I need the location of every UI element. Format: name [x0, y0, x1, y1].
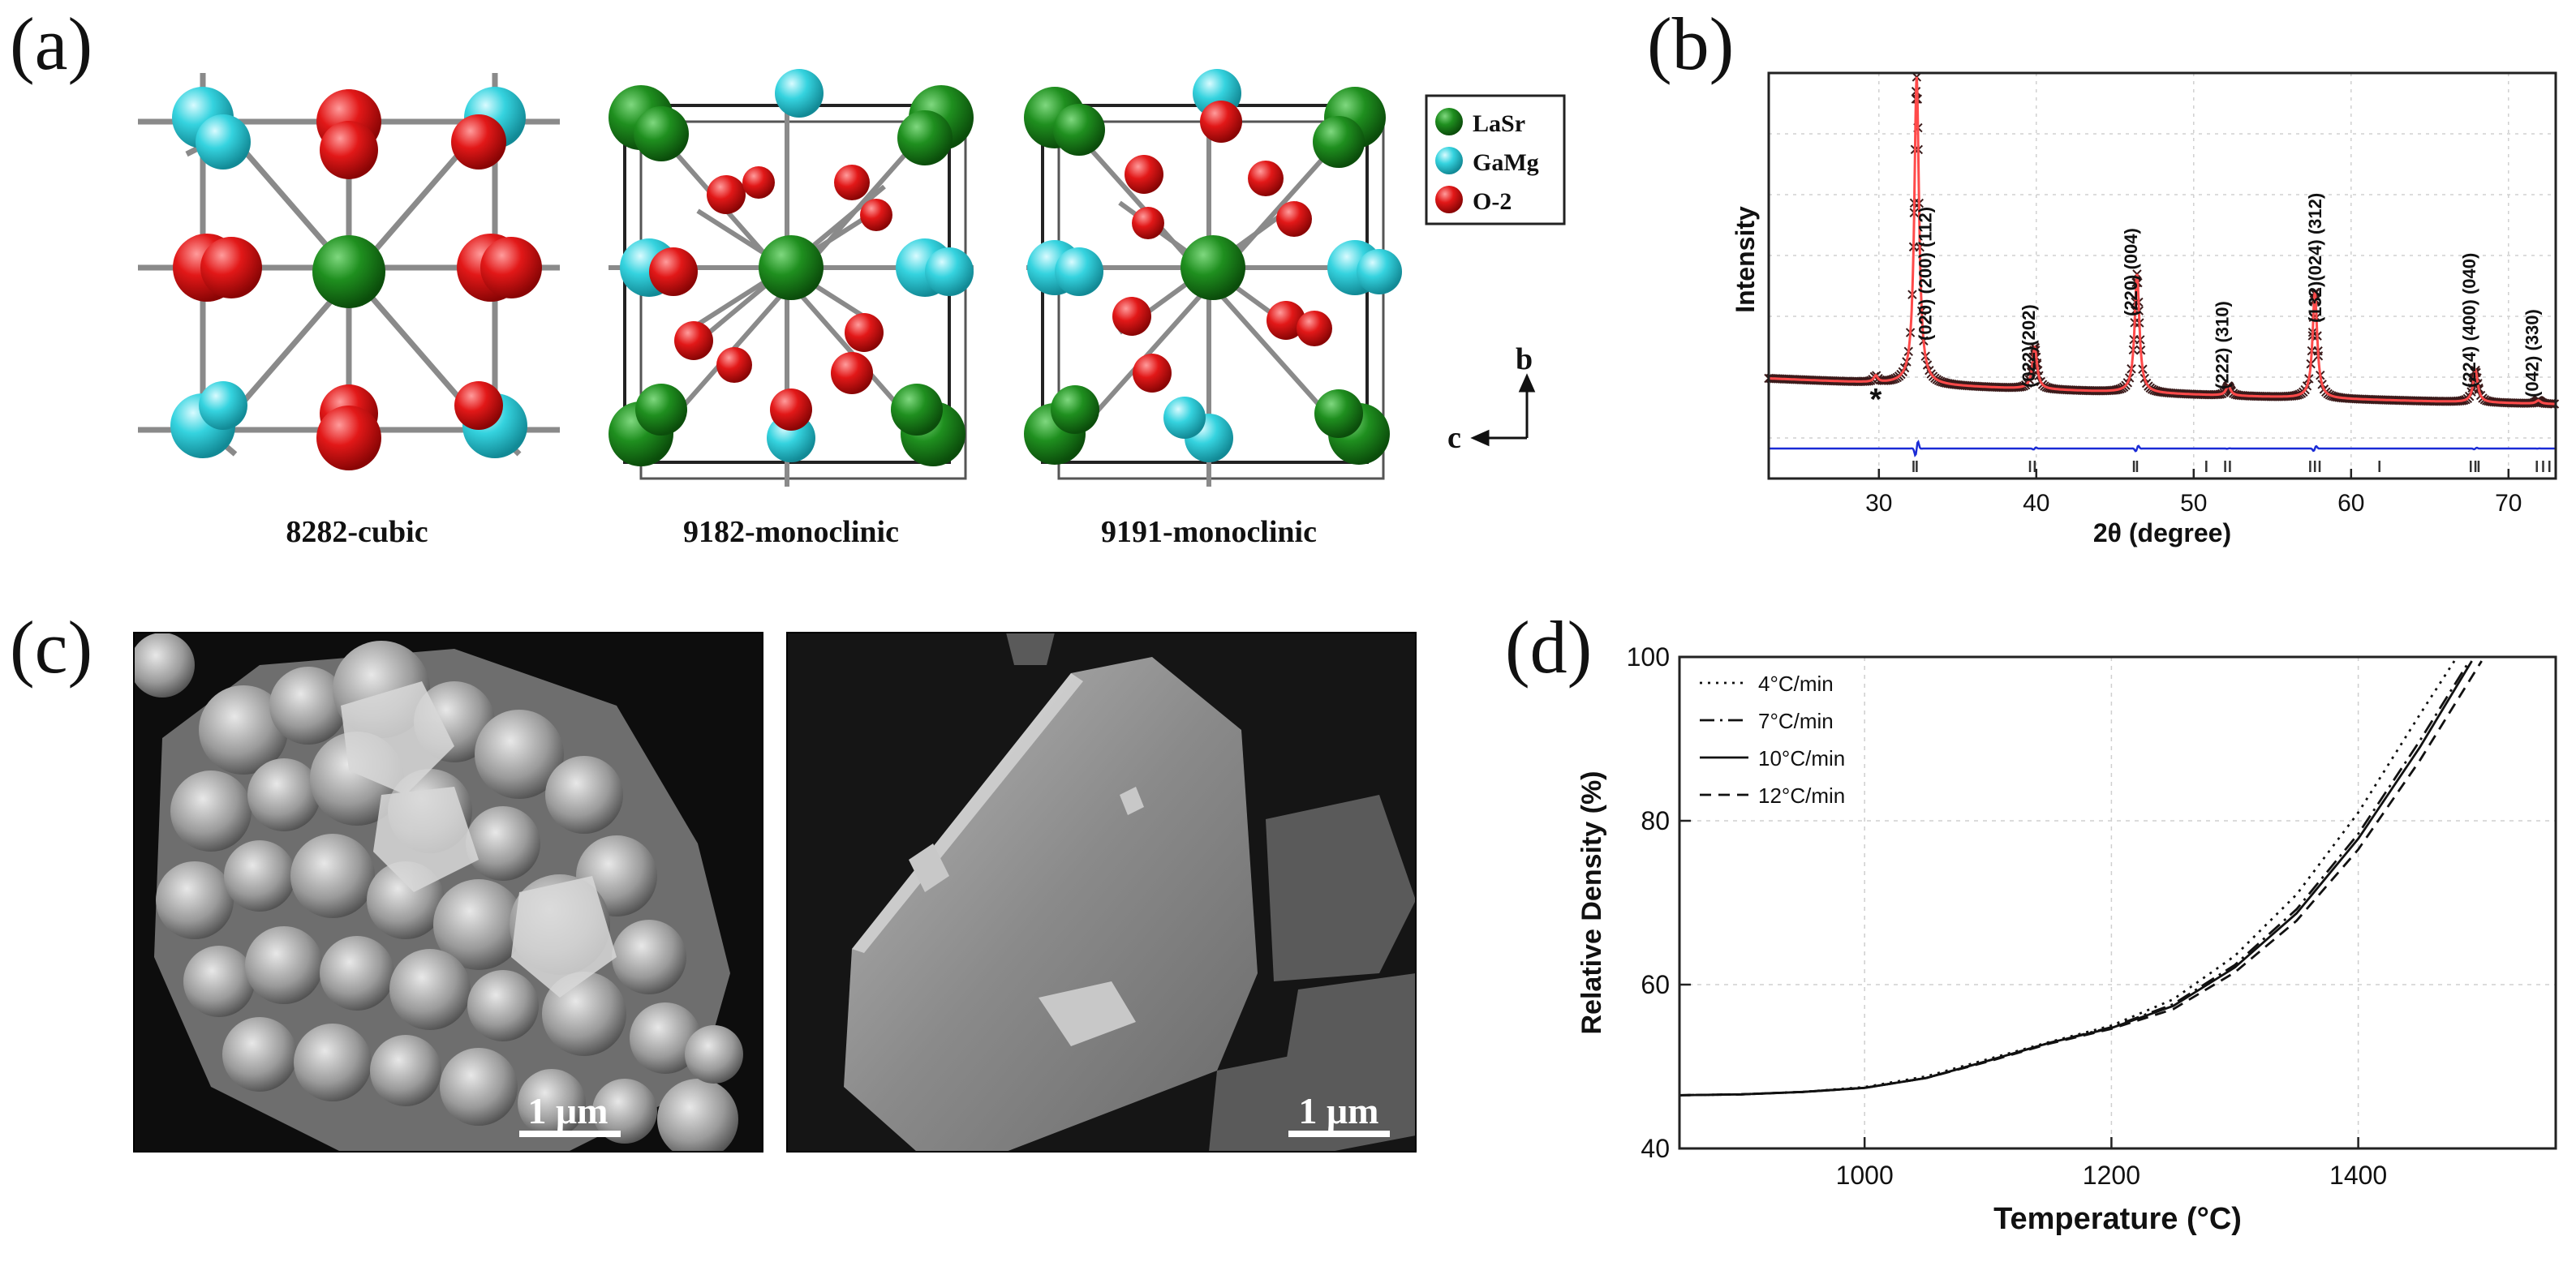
- xrd-impurity-star: *: [1870, 383, 1882, 417]
- sem-scale-bar-1: [519, 1131, 621, 1137]
- density-ticks: 1000 1200 1400 40 60 80 100: [1627, 642, 2388, 1190]
- atoms-8282-cubic: [170, 87, 542, 470]
- sem-image-powder: [134, 633, 763, 1152]
- densification-chart: 1000 1200 1400 40 60 80 100 4°C/min 7°C/min 10°C…: [1576, 642, 2557, 1236]
- density-legend-label: 7°C/min: [1758, 709, 1834, 733]
- sem-scale-bar-label-2: 1 μm: [1299, 1090, 1379, 1131]
- density-y-tick-label: 60: [1641, 970, 1670, 999]
- xrd-peak-labels: (020) (200) (112) (022)(202) (220) (004) (2…: [1915, 193, 2542, 397]
- panel-label-a: (a): [10, 2, 93, 85]
- axis-label-c: c: [1447, 421, 1461, 455]
- xrd-peak-label: (222) (310): [2213, 301, 2233, 389]
- xrd-x-tick-label: 50: [2180, 490, 2207, 517]
- density-x-tick-label: 1400: [2329, 1161, 2387, 1190]
- density-xlabel: Temperature (°C): [1993, 1202, 2242, 1236]
- xrd-observed-markers: [1764, 72, 2560, 409]
- sem-images: 1 μm 1 μm: [133, 632, 1417, 1153]
- density-y-tick-label: 80: [1641, 806, 1670, 835]
- density-legend-label: 12°C/min: [1758, 783, 1845, 808]
- caption-8282-cubic: 8282-cubic: [286, 515, 428, 549]
- density-x-tick-label: 1200: [2083, 1161, 2140, 1190]
- xrd-peak-label: (020) (200) (112): [1915, 207, 1935, 341]
- legend-label-o2: O-2: [1473, 188, 1512, 215]
- xrd-plot-frame: [1767, 71, 2557, 480]
- legend-label-lasr: LaSr: [1473, 110, 1525, 137]
- atoms-9182-monoclinic: [609, 69, 974, 466]
- xrd-peak-label: (224) (400) (040): [2459, 253, 2479, 388]
- density-series-line: [1679, 656, 2458, 1097]
- legend-label-gamg: GaMg: [1473, 149, 1539, 176]
- density-series: [1679, 656, 2483, 1097]
- xrd-xlabel: 2θ (degree): [2093, 518, 2231, 547]
- density-legend-label: 4°C/min: [1758, 672, 1834, 696]
- caption-9191-monoclinic: 9191-monoclinic: [1101, 515, 1317, 549]
- panel-label-b: (b): [1647, 2, 1735, 85]
- panel-label-d: (d): [1505, 606, 1593, 689]
- caption-9182-monoclinic: 9182-monoclinic: [683, 515, 899, 549]
- atom-legend: LaSr GaMg O-2: [1425, 94, 1566, 225]
- density-legend: 4°C/min 7°C/min 10°C/min 12°C/min: [1700, 672, 1845, 808]
- xrd-peak-label: (022)(202): [2019, 304, 2039, 388]
- sem-scale-bar-label-1: 1 μm: [528, 1090, 609, 1131]
- xrd-x-tick-label: 40: [2023, 490, 2049, 517]
- xrd-calculated-curve: [1769, 76, 2556, 406]
- legend-swatch-lasr: [1435, 108, 1463, 135]
- xrd-peak-label: (220) (004): [2121, 228, 2141, 316]
- xrd-peak-label: (042) (330): [2522, 309, 2543, 397]
- xrd-pattern-chart: 30 40 50 60 70 (020) (200) (112) (022)(202) (2…: [1731, 71, 2560, 547]
- sem-image-powder-frame: [133, 632, 763, 1153]
- xrd-x-tick-label: 30: [1865, 490, 1892, 517]
- crystal-structures-figure: 8282-cubic 9182-monoclinic: [138, 69, 1566, 549]
- axis-indicator: [1470, 373, 1536, 447]
- xrd-ylabel: Intensity: [1731, 206, 1760, 313]
- xrd-x-tick-label: 70: [2495, 490, 2522, 517]
- sem-image-plate-frame: [786, 632, 1417, 1153]
- atoms-9191-monoclinic: [1024, 69, 1402, 465]
- xrd-difference-curve: [1769, 440, 2556, 457]
- sem-scale-bar-2: [1288, 1131, 1390, 1137]
- density-x-tick-label: 1000: [1836, 1161, 1894, 1190]
- legend-swatch-gamg: [1435, 147, 1463, 174]
- xrd-bragg-ticks: [1912, 461, 2551, 472]
- density-ylabel: Relative Density (%): [1576, 771, 1607, 1035]
- sem-image-plate: [787, 633, 1416, 1152]
- legend-swatch-o2: [1435, 186, 1463, 213]
- xrd-peak-label: (132)(024) (312): [2305, 193, 2325, 323]
- density-plot-frame: [1678, 655, 2557, 1150]
- panel-label-c: (c): [10, 606, 93, 689]
- axis-label-b: b: [1516, 342, 1533, 376]
- xrd-grid: [1769, 73, 2556, 479]
- density-y-tick-label: 40: [1641, 1134, 1670, 1163]
- xrd-x-tick-label: 60: [2337, 490, 2364, 517]
- xrd-x-ticks: 30 40 50 60 70: [1865, 469, 2522, 517]
- density-y-tick-label: 100: [1627, 642, 1670, 672]
- density-series-line: [1679, 660, 2483, 1097]
- density-legend-label: 10°C/min: [1758, 746, 1845, 771]
